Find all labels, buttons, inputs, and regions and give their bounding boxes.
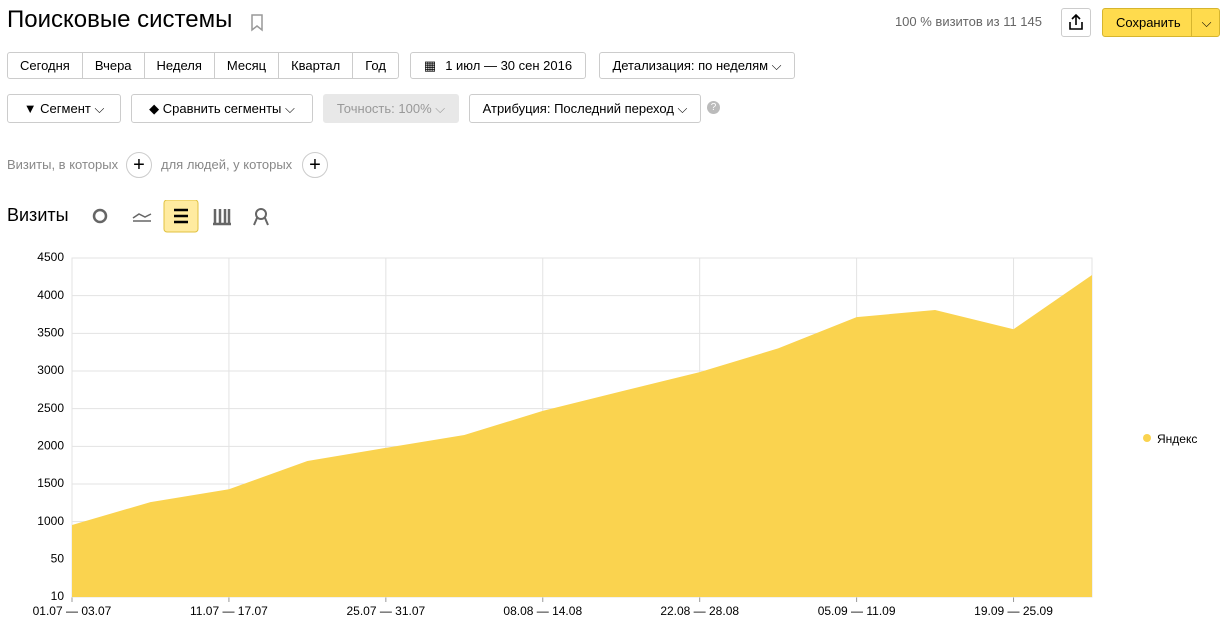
filter-label: Точность: 100% xyxy=(336,101,432,116)
pie-icon[interactable] xyxy=(92,208,108,224)
bookmark-icon[interactable] xyxy=(250,14,264,32)
compare-button[interactable]: ◆ Сравнить сегменты ⌵ xyxy=(131,94,313,123)
x-tick-label: 25.07 — 31.07 xyxy=(346,604,425,618)
x-tick-label: 08.08 — 14.08 xyxy=(503,604,582,618)
attribution-button[interactable]: Атрибуция: Последний переход ⌵ xyxy=(469,94,701,123)
legend-marker xyxy=(1143,434,1151,442)
date-range-button[interactable]: ▦ 1 июл — 30 сен 2016 xyxy=(410,52,586,79)
x-tick-label: 11.07 — 17.07 xyxy=(190,604,268,618)
share-button[interactable] xyxy=(1061,8,1091,37)
period-button[interactable]: Квартал xyxy=(278,52,354,79)
detail-button[interactable]: Детализация: по неделям ⌵ xyxy=(599,52,795,79)
bar-icon[interactable] xyxy=(213,209,231,226)
y-tick-label: 10 xyxy=(51,589,65,603)
y-tick-label: 50 xyxy=(51,552,65,566)
period-button[interactable]: Неделя xyxy=(143,52,215,79)
save-label: Сохранить xyxy=(1116,15,1181,30)
segment-button[interactable]: ▼ Сегмент ⌵ xyxy=(7,94,121,123)
filter-label: Атрибуция: Последний переход xyxy=(482,101,674,116)
y-tick-label: 4500 xyxy=(37,250,64,264)
period-button[interactable]: Месяц xyxy=(213,52,280,79)
chart-title: Визиты xyxy=(7,205,69,225)
map-icon[interactable] xyxy=(253,208,269,226)
save-dropdown[interactable]: ⌵ xyxy=(1191,9,1221,36)
x-tick-label: 05.09 — 11.09 xyxy=(818,604,896,618)
period-group: Сегодня Вчера Неделя Месяц Квартал Год xyxy=(7,52,399,79)
detail-label: Детализация: по неделям xyxy=(612,58,769,73)
y-tick-label: 3500 xyxy=(37,326,64,340)
y-tick-label: 4000 xyxy=(37,288,64,302)
y-tick-label: 2000 xyxy=(37,439,64,453)
period-button[interactable]: Вчера xyxy=(81,52,145,79)
condition-label: Визиты, в которых xyxy=(7,157,119,172)
x-tick-label: 01.07 — 03.07 xyxy=(33,604,112,618)
period-button[interactable]: Год xyxy=(352,52,399,79)
page-title: Поисковые системы xyxy=(7,6,233,33)
line-icon[interactable] xyxy=(132,213,152,222)
y-tick-label: 1000 xyxy=(37,514,64,528)
filter-label: Сегмент xyxy=(40,101,91,116)
y-tick-label: 3000 xyxy=(37,363,64,377)
add-condition[interactable]: + xyxy=(126,152,152,178)
area xyxy=(72,274,1092,597)
period-button[interactable]: Сегодня xyxy=(7,52,83,79)
chart-type-switch xyxy=(92,200,269,233)
save-button[interactable]: Сохранить ⌵ xyxy=(1102,8,1220,37)
filter-label: Сравнить сегменты xyxy=(162,101,282,116)
x-tick-label: 22.08 — 28.08 xyxy=(660,604,739,618)
condition-label: для людей, у которых xyxy=(161,157,293,172)
date-range: 1 июл — 30 сен 2016 xyxy=(445,58,573,73)
visits-share: 100 % визитов из 11 145 xyxy=(894,14,1042,29)
y-tick-label: 1500 xyxy=(37,476,64,490)
accuracy-button: Точность: 100% ⌵ xyxy=(323,94,459,123)
add-condition[interactable]: + xyxy=(302,152,328,178)
chart: 10 50 1000 1500 2000 2500 3000 3500 4000 4500 01.0… xyxy=(33,250,1198,618)
y-tick-label: 2500 xyxy=(37,401,64,415)
legend-label: Яндекс xyxy=(1157,432,1197,446)
help-icon[interactable]: ? xyxy=(707,101,720,114)
x-tick-label: 19.09 — 25.09 xyxy=(974,604,1053,618)
